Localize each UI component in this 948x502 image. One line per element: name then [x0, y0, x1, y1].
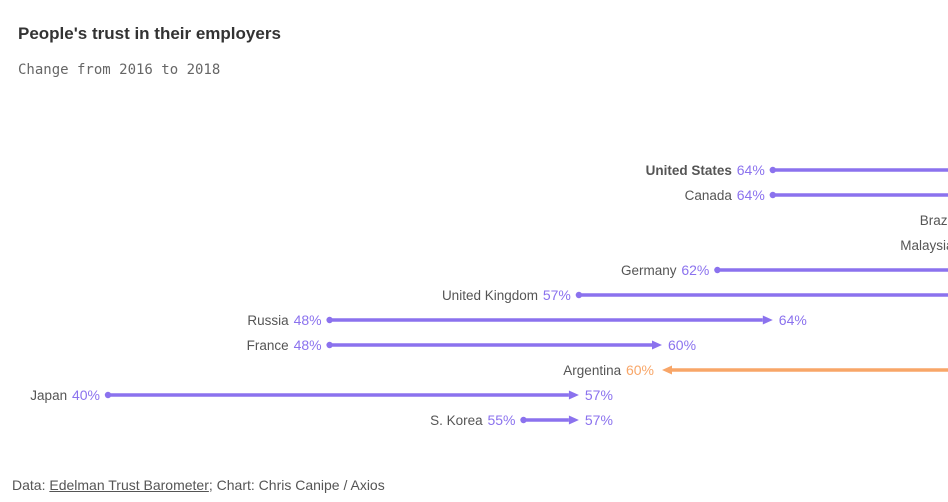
value-label-left: 40% [72, 387, 100, 403]
country-label: Malaysia [900, 238, 948, 253]
source-footer: Data: Edelman Trust Barometer; Chart: Ch… [12, 477, 385, 493]
value-label-left: 64% [737, 187, 765, 203]
country-label: Brazil [920, 213, 948, 228]
value-label-left: 55% [487, 412, 515, 428]
country-label: Germany [621, 263, 677, 278]
country-label: United Kingdom [442, 288, 538, 303]
value-label-left: 48% [294, 312, 322, 328]
country-label: S. Korea [430, 413, 483, 428]
chart-subtitle: Change from 2016 to 2018 [18, 62, 221, 78]
value-label-left: 60% [626, 362, 654, 378]
chart-title: People's trust in their employers [18, 24, 281, 43]
value-label-left: 64% [737, 162, 765, 178]
arrow-head [568, 390, 579, 400]
footer-prefix: Data: [12, 477, 50, 493]
value-label-left: 62% [681, 262, 709, 278]
source-link[interactable]: Edelman Trust Barometer [49, 477, 209, 493]
country-label: Argentina [563, 363, 621, 378]
value-label-right: 57% [585, 412, 613, 428]
country-label: France [247, 338, 289, 353]
value-label-right: 64% [779, 312, 807, 328]
dumbbell-chart: 77%90%Indonesia83%86%India79%82%China80%… [30, 162, 948, 428]
value-label-right: 57% [585, 387, 613, 403]
footer-suffix: ; Chart: Chris Canipe / Axios [208, 477, 385, 493]
value-label-right: 60% [668, 337, 696, 353]
arrow-head [568, 415, 579, 425]
value-label-left: 57% [543, 287, 571, 303]
country-label: United States [646, 163, 732, 178]
country-label: Russia [247, 313, 289, 328]
value-label-left: 48% [294, 337, 322, 353]
arrow-head [652, 340, 662, 350]
arrow-head [662, 365, 672, 375]
arrow-head [762, 315, 773, 325]
country-label: Japan [30, 388, 67, 403]
country-label: Canada [685, 188, 733, 203]
